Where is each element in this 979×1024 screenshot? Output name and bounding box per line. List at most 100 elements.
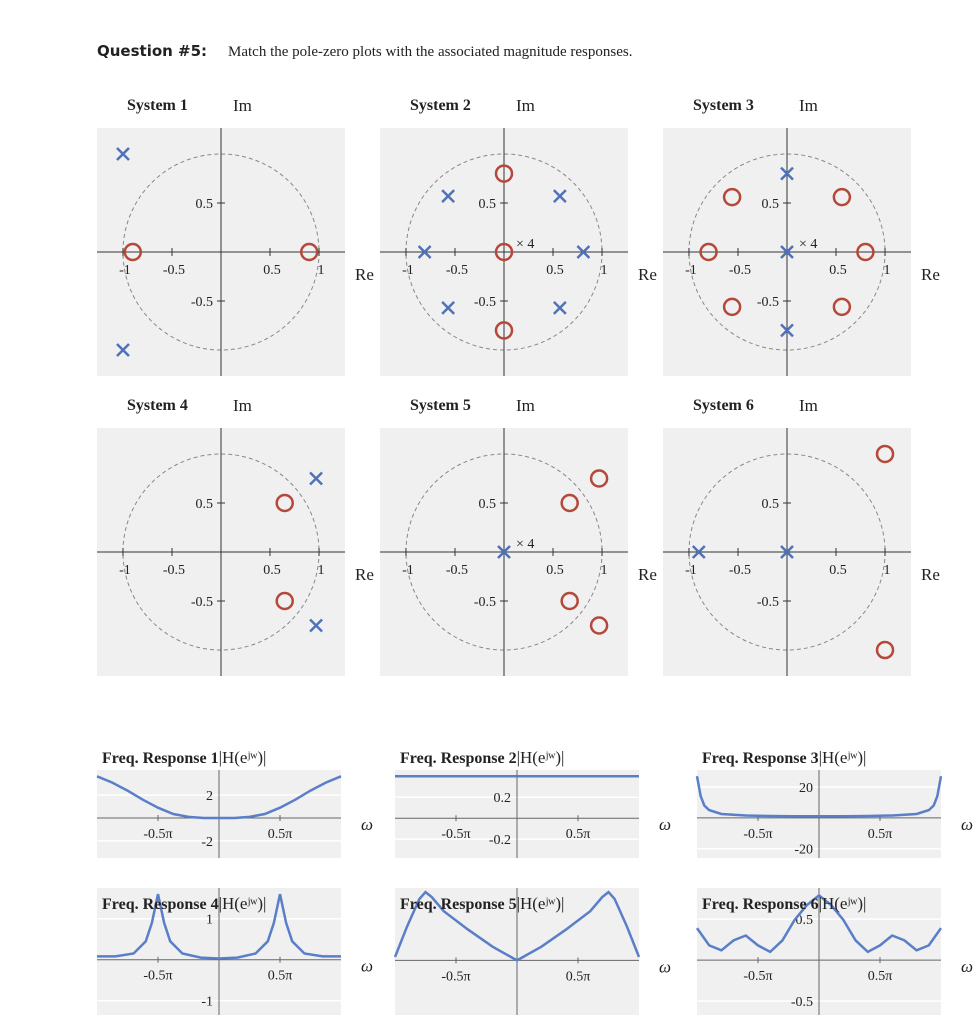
zero [494,164,514,183]
x-axis-label: ω [961,957,973,976]
pole [417,245,432,259]
question-label: Question #5: [97,42,207,60]
y-tick-label: -0.5 [191,595,213,610]
x-axis-label: ω [361,815,373,834]
zero [494,321,514,340]
chart-title: Freq. Response 3 [702,750,819,767]
x-axis-label: Re [638,265,657,284]
x-tick-label: 0.5π [566,969,591,984]
zero [560,591,579,611]
y-tick-label: -2 [201,835,213,850]
chart-title: System 6 [693,397,754,414]
x-tick-label: -0.5π [441,969,470,984]
multiplicity-label: × 4 [516,537,534,552]
y-axis-label: |H(eʲʷ)| [819,748,867,767]
y-axis-label: Im [799,96,818,115]
x-axis-label: ω [961,815,973,834]
pole [116,343,130,357]
pole [780,323,794,338]
x-tick-label: -0.5 [729,263,751,278]
x-axis-label: Re [355,265,374,284]
y-tick-label: -1 [201,995,213,1010]
y-tick-label: 0.5 [762,497,780,512]
question-text: Match the pole-zero plots with the assoc… [228,44,632,60]
zero [722,297,742,317]
y-tick-label: -0.5 [757,595,779,610]
zero [299,242,319,262]
y-axis-label: Im [233,96,252,115]
y-tick-label: 0.5 [479,197,497,212]
x-tick-label: 1 [601,263,608,278]
y-tick-label: 1 [206,913,213,928]
y-tick-label: 0.5 [479,497,497,512]
x-tick-label: 0.5 [263,263,281,278]
x-tick-label: -0.5π [441,827,470,842]
chart-title: System 3 [693,97,754,114]
x-tick-label: -1 [685,263,697,278]
x-axis-label: Re [638,565,657,584]
zero [494,242,514,262]
x-tick-label: -0.5π [743,827,772,842]
x-tick-label: -0.5 [729,563,751,578]
pole [441,300,456,315]
y-axis-label: |H(eʲʷ)| [517,894,565,913]
x-tick-label: -1 [119,563,131,578]
x-tick-label: -1 [685,563,697,578]
y-axis-label: Im [799,396,818,415]
pole [497,545,511,559]
x-tick-label: 0.5 [263,563,281,578]
pole [309,618,323,633]
x-tick-label: 1 [318,563,325,578]
x-tick-label: -0.5 [446,563,468,578]
multiplicity-label: × 4 [799,237,817,252]
x-tick-label: 1 [601,563,608,578]
y-tick-label: 0.5 [196,197,214,212]
chart-title: Freq. Response 4 [102,896,219,913]
y-axis-label: |H(eʲʷ)| [219,894,267,913]
x-tick-label: 0.5π [268,969,293,984]
pole [780,245,794,259]
y-tick-label: 20 [799,781,813,796]
y-tick-label: -20 [794,843,813,858]
pole [116,147,130,161]
y-tick-label: -0.5 [474,295,496,310]
zero [832,297,852,317]
x-tick-label: 1 [884,263,891,278]
response-curve [96,775,342,820]
zero [856,242,875,262]
x-tick-label: 0.5 [829,563,847,578]
zero [875,444,895,464]
zero [722,187,742,207]
zero [560,493,579,513]
x-tick-label: -1 [402,263,414,278]
x-tick-label: 0.5π [868,969,893,984]
x-tick-label: 0.5π [868,827,893,842]
y-axis-label: |H(eʲʷ)| [819,894,867,913]
zero [275,591,294,611]
y-tick-label: -0.5 [474,595,496,610]
x-tick-label: 0.5 [829,263,847,278]
y-axis-label: Im [516,96,535,115]
x-axis-label: ω [659,957,671,976]
x-axis-label: Re [921,265,940,284]
y-tick-label: -0.2 [489,833,511,848]
x-axis-label: Re [921,565,940,584]
x-tick-label: 0.5π [566,827,591,842]
pole [552,300,567,315]
zero [699,242,718,262]
response-curve [695,775,943,818]
zero [275,493,294,513]
chart-title: System 4 [127,397,188,414]
x-tick-label: 1 [318,263,325,278]
chart-title: Freq. Response 1 [102,750,219,767]
chart-title: Freq. Response 5 [400,896,517,913]
zero [123,242,143,262]
x-tick-label: -0.5π [143,827,172,842]
pole [309,471,323,486]
chart-title: System 1 [127,97,188,114]
x-tick-label: -0.5 [163,563,185,578]
zero [875,640,895,660]
x-tick-label: 0.5 [546,263,564,278]
chart-title: System 2 [410,97,471,114]
pole [552,189,567,204]
